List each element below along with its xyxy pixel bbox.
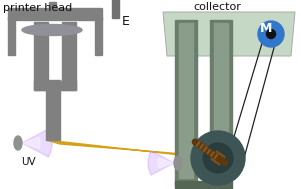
- Bar: [62, 22, 76, 90]
- Polygon shape: [46, 140, 220, 159]
- Bar: [8, 8, 102, 20]
- Circle shape: [258, 21, 284, 47]
- Ellipse shape: [22, 25, 82, 36]
- Wedge shape: [22, 129, 52, 157]
- Text: collector: collector: [193, 2, 241, 12]
- Circle shape: [191, 131, 245, 185]
- Bar: [214, 23, 228, 155]
- Bar: [8, 17, 15, 55]
- Ellipse shape: [174, 156, 182, 170]
- Bar: [175, 181, 232, 189]
- Text: E: E: [122, 15, 130, 28]
- Wedge shape: [148, 151, 174, 175]
- Bar: [46, 80, 60, 140]
- Bar: [175, 20, 197, 185]
- Circle shape: [203, 143, 233, 173]
- Text: UV: UV: [21, 157, 36, 167]
- Bar: [179, 23, 193, 178]
- Bar: [34, 22, 48, 90]
- Bar: [112, 0, 119, 18]
- Ellipse shape: [14, 136, 22, 150]
- Bar: [95, 17, 102, 55]
- Wedge shape: [22, 137, 40, 149]
- Bar: [211, 151, 225, 165]
- Bar: [34, 81, 76, 90]
- Bar: [49, 2, 56, 18]
- Polygon shape: [163, 12, 295, 56]
- Text: printer head: printer head: [3, 3, 72, 13]
- Circle shape: [266, 29, 275, 39]
- Wedge shape: [158, 158, 174, 168]
- Bar: [210, 20, 232, 162]
- Text: M: M: [260, 22, 272, 36]
